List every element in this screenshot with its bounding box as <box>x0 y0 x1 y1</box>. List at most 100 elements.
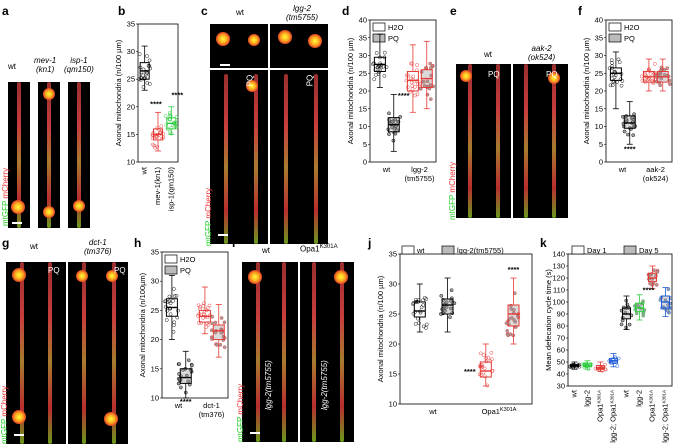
y-axis-label: Axonal mitochondria (n/100µm) <box>138 272 147 377</box>
y-tick-label: 10 <box>127 158 135 167</box>
data-point <box>421 79 426 84</box>
data-point <box>626 132 630 137</box>
box <box>413 301 426 318</box>
data-point <box>219 316 224 320</box>
y-tick-label: 20 <box>389 340 397 349</box>
data-point <box>404 73 409 78</box>
image-label-e-aak2: aak-2 (ok524) <box>528 44 556 62</box>
micrograph-c <box>210 24 328 244</box>
data-point <box>147 58 152 63</box>
y-tick-label: 40 <box>359 16 367 25</box>
data-point <box>172 320 177 325</box>
significance-marker: **** <box>464 367 476 376</box>
data-point <box>645 77 650 82</box>
y-axis-label: Axonal mitochondria (n/100 µm) <box>376 275 385 382</box>
y-tick-label: 15 <box>359 104 367 113</box>
micrograph-e <box>456 64 568 218</box>
data-point <box>138 78 143 82</box>
data-point <box>481 353 486 357</box>
x-tick-label: wt <box>618 165 627 174</box>
y-tick-label: 10 <box>359 122 367 131</box>
y-tick-label: 30 <box>359 51 367 60</box>
data-point <box>201 301 206 306</box>
data-point <box>199 321 204 325</box>
data-point <box>164 318 169 322</box>
y-tick-label: 100 <box>552 298 565 307</box>
x-tick-label: aak-2 (ok524) <box>643 165 669 183</box>
data-point <box>631 133 636 138</box>
micrograph-i <box>242 262 354 442</box>
y-tick-label: 5 <box>599 140 603 149</box>
y-tick-label: 5 <box>363 140 367 149</box>
y-tick-label: 35 <box>595 33 603 42</box>
data-point <box>439 293 444 298</box>
y-tick-label: 110 <box>553 286 565 295</box>
y-tick-label: 120 <box>552 274 565 283</box>
pq-label-g1: PQ <box>48 266 60 275</box>
x-tick-label: lgg-2 (tm5755) <box>404 165 435 183</box>
image-label-c-lgg2: lgg-2 (tm5755) <box>286 4 319 22</box>
data-point <box>382 74 387 78</box>
data-point <box>448 315 452 320</box>
y-tick-label: 10 <box>389 400 397 409</box>
channel-label-a: mtGFP mCherry <box>1 167 10 226</box>
data-point <box>442 309 447 313</box>
data-point <box>176 308 180 313</box>
image-label-e-wt: wt <box>484 50 492 59</box>
data-point <box>374 51 379 55</box>
legend-swatch <box>441 245 455 255</box>
data-point <box>410 87 415 91</box>
y-tick-label: 50 <box>557 358 565 367</box>
data-point <box>667 82 672 86</box>
legend-swatch <box>623 245 637 255</box>
significance-marker: **** <box>624 144 636 153</box>
image-label-wt: wt <box>8 62 16 71</box>
y-tick-label: 40 <box>557 370 565 379</box>
significance-marker: **** <box>398 91 410 100</box>
data-point <box>651 81 656 85</box>
y-tick-label: 0 <box>599 158 603 167</box>
y-tick-label: 90 <box>557 310 565 319</box>
plot-frame <box>567 253 673 387</box>
image-label-i-wt: wt <box>262 246 270 255</box>
data-point <box>164 123 169 127</box>
data-point <box>421 324 426 329</box>
data-point <box>449 288 454 293</box>
data-point <box>157 127 162 132</box>
data-point <box>205 306 210 310</box>
x-tick-label: wt <box>622 389 631 398</box>
data-point <box>379 65 384 70</box>
legend-label: H2O <box>180 255 196 264</box>
data-point <box>148 66 153 71</box>
data-point <box>603 362 607 367</box>
data-point <box>171 323 176 328</box>
y-axis-label: Axonal mitochondria (n/100 µm) <box>582 37 591 144</box>
image-label-i-opa1: Opa1K301A <box>300 244 338 254</box>
data-point <box>387 132 391 137</box>
y-tick-label: 10 <box>595 122 603 131</box>
micrograph-mev1 <box>38 82 60 228</box>
data-point <box>168 301 173 306</box>
x-tick-label: wt <box>174 401 183 410</box>
plot-frame <box>161 251 229 399</box>
legend-label: Day 5 <box>639 246 659 255</box>
data-point <box>444 300 449 305</box>
data-point <box>371 61 376 66</box>
data-point <box>210 321 214 326</box>
data-point <box>483 374 487 379</box>
pq-label-e1: PQ <box>488 70 500 79</box>
x-tick-label: lgg-2; Opa1K301A <box>661 390 670 443</box>
data-point <box>186 358 191 363</box>
significance-marker: **** <box>180 397 192 406</box>
data-point <box>167 299 172 304</box>
channel-label-e: mtGFP mCherry <box>448 161 457 220</box>
box <box>179 368 192 384</box>
data-point <box>145 54 149 58</box>
data-point <box>186 379 191 384</box>
panel-label-h: h <box>134 236 142 250</box>
y-tick-label: 40 <box>595 16 603 25</box>
y-tick-label: 30 <box>557 382 565 391</box>
data-point <box>157 133 161 137</box>
panel-label-c: c <box>201 4 208 18</box>
data-point <box>419 305 424 310</box>
